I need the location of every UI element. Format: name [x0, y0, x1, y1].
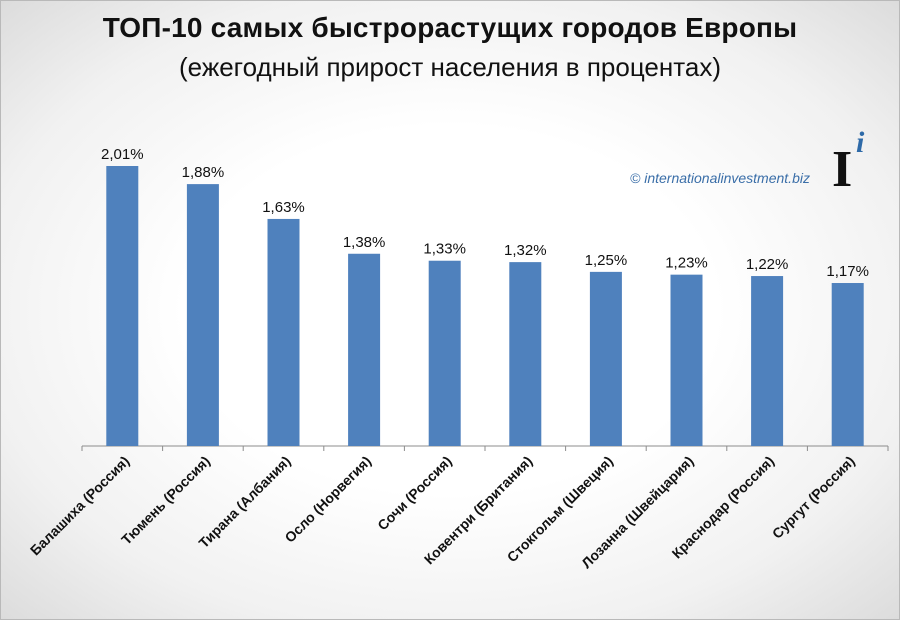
x-tick-label: Сургут (Россия) [769, 453, 858, 542]
bar-value-label: 1,25% [585, 252, 628, 269]
bar-value-label: 1,23% [665, 255, 708, 272]
bar-value-label: 1,88% [182, 164, 225, 181]
bar [186, 184, 219, 447]
x-tick-label: Тирана (Албания) [195, 453, 293, 551]
chart-subtitle: (ежегодный прирост населения в процентах… [179, 52, 721, 82]
bar-value-label: 2,01% [101, 146, 144, 163]
bar [751, 276, 784, 446]
bar [509, 262, 542, 446]
bar-value-label: 1,63% [262, 199, 305, 216]
logo-superscript: i [856, 126, 865, 159]
bar-value-label: 1,17% [826, 263, 869, 280]
bar [589, 271, 622, 446]
logo-letter: I [832, 141, 853, 198]
x-tick-label: Балашиха (Россия) [27, 453, 133, 559]
bar-value-label: 1,32% [504, 242, 547, 259]
bar [348, 253, 381, 446]
bar [106, 166, 139, 446]
chart-title: ТОП-10 самых быстрорастущих городов Евро… [102, 12, 798, 43]
watermark-text: © internationalinvestment.biz [630, 170, 810, 186]
bar-value-label: 1,33% [423, 241, 466, 258]
bar-value-label: 1,22% [746, 256, 789, 273]
bar-value-label: 1,38% [343, 234, 386, 251]
x-tick-label: Осло (Норвегия) [281, 453, 374, 546]
bar [670, 274, 703, 446]
bar [831, 283, 864, 446]
bar [428, 260, 461, 446]
bar [267, 218, 300, 446]
x-tick-label: Сочи (Россия) [374, 453, 455, 534]
x-tick-label: Тюмень (Россия) [118, 453, 213, 548]
site-logo: I i [826, 126, 886, 200]
